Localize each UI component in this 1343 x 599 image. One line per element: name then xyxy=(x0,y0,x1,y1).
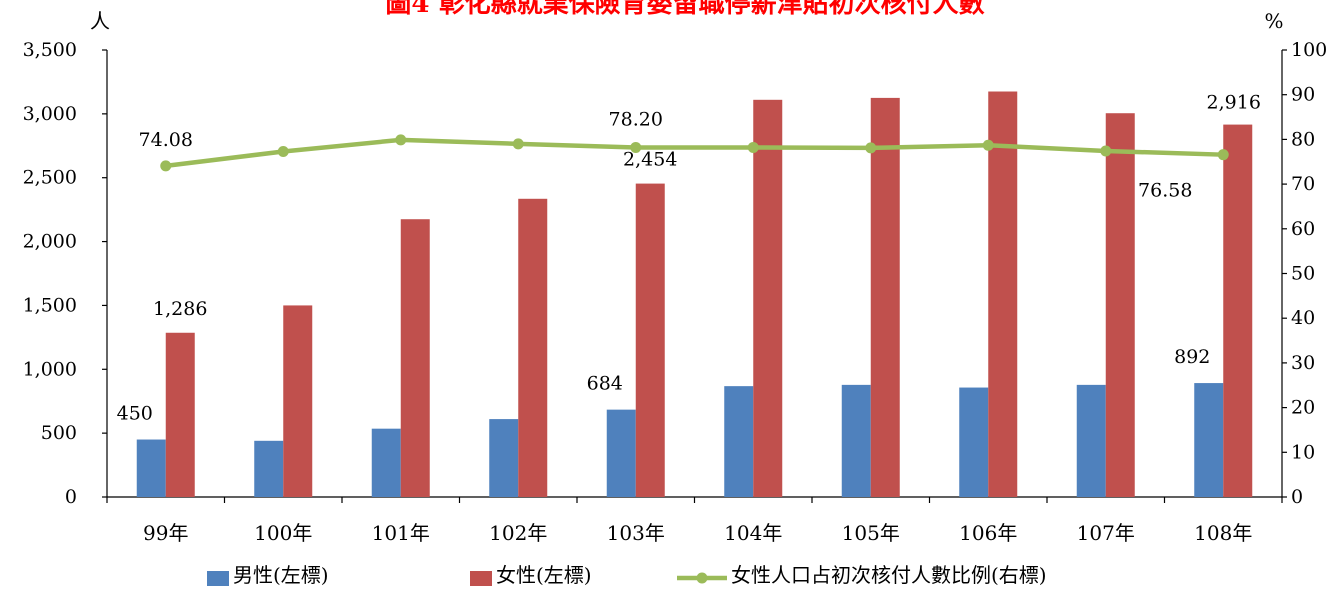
left-tick-label: 0 xyxy=(65,486,77,508)
ratio-point xyxy=(747,141,759,153)
female-bar xyxy=(635,183,665,497)
ratio-point xyxy=(630,141,642,153)
line-series xyxy=(160,134,1229,172)
right-tick-label: 10 xyxy=(1291,441,1315,463)
legend-label-male: 男性(左標) xyxy=(233,563,329,587)
legend-label-female: 女性(左標) xyxy=(496,563,592,587)
x-tick-label: 105年 xyxy=(842,521,900,545)
male-bar xyxy=(254,440,284,497)
female-bar xyxy=(518,198,548,497)
male-bar xyxy=(841,384,871,497)
right-tick-label: 20 xyxy=(1291,397,1315,419)
ratio-point xyxy=(160,160,172,172)
ratio-point xyxy=(395,134,407,146)
female-bar xyxy=(400,219,430,497)
left-tick-label: 3,000 xyxy=(23,103,77,125)
legend: 男性(左標) 女性(左標) 女性人口占初次核付人數比例(右標) xyxy=(207,563,1047,587)
x-tick-label: 108年 xyxy=(1194,521,1252,545)
male-bar xyxy=(489,419,519,497)
left-tick-label: 2,000 xyxy=(23,231,77,253)
female-data-label: 2,454 xyxy=(623,149,677,171)
right-tick-label: 40 xyxy=(1291,307,1315,329)
left-tick-label: 1,000 xyxy=(23,358,77,380)
x-tick-label: 103年 xyxy=(607,521,665,545)
right-tick-label: 0 xyxy=(1291,486,1303,508)
female-bar xyxy=(753,99,783,498)
bars xyxy=(136,91,1253,498)
x-tick-label: 101年 xyxy=(372,521,430,545)
x-tick-label: 99年 xyxy=(143,521,188,545)
left-tick-label: 1,500 xyxy=(23,294,77,316)
right-tick-label: 80 xyxy=(1291,128,1315,150)
male-bar xyxy=(136,439,166,497)
left-tick-label: 500 xyxy=(41,422,77,444)
ratio-point xyxy=(512,138,524,150)
ratio-line xyxy=(165,137,1224,169)
legend-marker-ratio xyxy=(696,572,708,584)
male-bar xyxy=(724,386,754,497)
male-bar xyxy=(1194,383,1224,497)
right-tick-label: 50 xyxy=(1291,263,1315,285)
x-tick-label: 106年 xyxy=(959,521,1017,545)
female-data-label: 2,916 xyxy=(1207,92,1261,114)
male-bar xyxy=(959,387,989,497)
male-data-label: 450 xyxy=(117,403,153,425)
left-tick-label: 3,500 xyxy=(23,39,77,61)
female-bar xyxy=(1105,113,1135,498)
x-tick-label: 100年 xyxy=(254,521,312,545)
ratio-data-label: 78.20 xyxy=(609,108,663,130)
female-bar xyxy=(283,305,313,497)
male-bar xyxy=(371,428,401,497)
left-tick-label: 2,500 xyxy=(23,167,77,189)
male-bar xyxy=(1076,384,1106,497)
ratio-point xyxy=(865,142,877,154)
legend-swatch-female xyxy=(470,571,492,586)
ratio-data-label: 74.08 xyxy=(139,129,193,151)
right-tick-label: 70 xyxy=(1291,173,1315,195)
x-tick-label: 107年 xyxy=(1077,521,1135,545)
female-bar xyxy=(165,332,195,497)
right-tick-label: 30 xyxy=(1291,352,1315,374)
male-data-label: 892 xyxy=(1174,346,1210,368)
data-labels: 450 684 892 1,286 2,454 2,916 74.08 78.20 76.58 xyxy=(117,92,1261,425)
female-data-label: 1,286 xyxy=(153,298,207,320)
legend-swatch-male xyxy=(207,571,229,586)
right-tick-label: 90 xyxy=(1291,84,1315,106)
x-tick-label: 102年 xyxy=(489,521,547,545)
x-tick-label: 104年 xyxy=(724,521,782,545)
ratio-point xyxy=(982,139,994,151)
female-bar xyxy=(1223,124,1253,497)
female-bar xyxy=(870,97,900,498)
male-data-label: 684 xyxy=(587,373,623,395)
ratio-point xyxy=(1100,145,1112,157)
right-tick-label: 100 xyxy=(1291,39,1327,61)
left-axis-unit: 人 xyxy=(90,9,110,33)
axes: 0 500 1,000 1,500 2,000 2,500 3,000 3,500 0 10 20 3… xyxy=(23,39,1328,545)
right-axis-unit: % xyxy=(1264,9,1283,33)
right-tick-label: 60 xyxy=(1291,218,1315,240)
ratio-point xyxy=(1217,149,1229,161)
ratio-data-label: 76.58 xyxy=(1138,180,1192,202)
chart-title: 圖4 彰化縣就業保險育嬰留職停薪津貼初次核付人數 xyxy=(385,0,984,19)
female-bar xyxy=(988,91,1018,497)
legend-label-ratio: 女性人口占初次核付人數比例(右標) xyxy=(731,563,1047,587)
ratio-point xyxy=(277,145,289,157)
male-bar xyxy=(606,409,636,497)
